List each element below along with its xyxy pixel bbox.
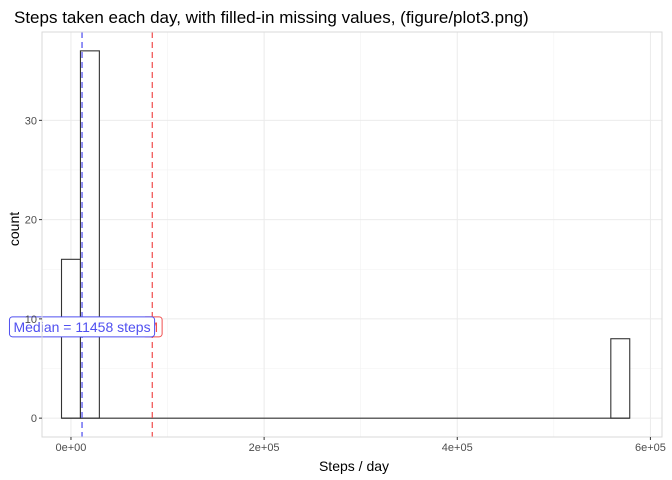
major-gridlines [42, 32, 662, 437]
x-axis-title: Steps / day [319, 458, 389, 474]
reference-lines [81, 32, 153, 437]
x-tick-label: 6e+05 [635, 442, 666, 454]
y-tick-label: 20 [25, 215, 37, 227]
y-axis-title: count [6, 212, 22, 246]
y-tick-label: 30 [25, 115, 37, 127]
x-tick-label: 2e+05 [249, 442, 280, 454]
reference-labels: MMedian = 11458 steps [8, 316, 163, 338]
y-axis-ticks: 0 10 20 30 [25, 115, 42, 425]
chart-title: Steps taken each day, with filled-in mis… [14, 8, 529, 27]
histogram-bars [60, 50, 631, 419]
x-axis-ticks: 0e+00 2e+05 4e+05 6e+05 [56, 437, 666, 454]
minor-gridlines [42, 32, 662, 437]
y-tick-label: 0 [31, 413, 37, 425]
x-tick-label: 0e+00 [56, 442, 87, 454]
histogram-bar [610, 338, 631, 419]
panel-border [41, 31, 663, 438]
histogram-bar [60, 258, 81, 419]
histogram-bar [79, 50, 100, 419]
median-label-box [8, 316, 156, 338]
median-label-text: Median = 11458 steps [13, 319, 150, 335]
x-tick-label: 4e+05 [442, 442, 473, 454]
median-label: Median = 11458 steps [8, 316, 156, 338]
y-tick-label: 10 [25, 314, 37, 326]
